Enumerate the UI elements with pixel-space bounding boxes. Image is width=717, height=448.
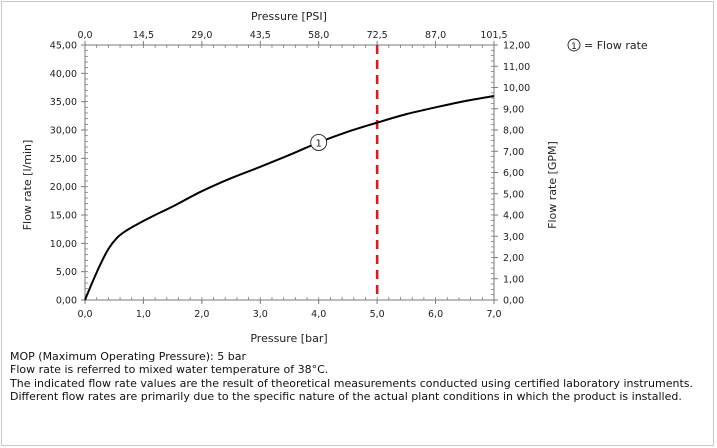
- y-right-tick-label: 7,00: [503, 147, 524, 158]
- note-line: Flow rate is referred to mixed water tem…: [10, 363, 329, 377]
- notes: MOP (Maximum Operating Pressure): 5 bar …: [10, 350, 700, 404]
- x-bottom-tick-label: 4,0: [311, 309, 326, 320]
- x-top-tick-label: 72,5: [367, 30, 388, 41]
- x-bottom-tick-label: 1,0: [136, 309, 151, 320]
- legend-marker-label: 1: [571, 42, 577, 52]
- x-top-tick-label: 58,0: [308, 30, 329, 41]
- y-right-tick-label: 5,00: [503, 189, 524, 200]
- y-left-tick-label: 20,00: [50, 182, 77, 193]
- x-top-tick-label: 29,0: [191, 30, 212, 41]
- y-right-axis-title: Flow rate [GPM]: [546, 141, 559, 229]
- x-bottom-tick-label: 7,0: [486, 309, 501, 320]
- legend-marker: [567, 38, 581, 52]
- x-top-tick-label: 43,5: [250, 30, 271, 41]
- y-right-tick-label: 6,00: [503, 168, 524, 179]
- chart-marks: 1: [84, 45, 495, 301]
- axes: [81, 41, 498, 304]
- y-right-tick-label: 8,00: [503, 126, 524, 137]
- legend: 1 = Flow rate: [567, 38, 648, 52]
- x-top-tick-label: 101,5: [480, 30, 507, 41]
- tick-labels: 0,0 1,0 2,0 3,0 4,0 5,0 6,0 7,0 0,0 14,5 29,0 43,5 5…: [50, 30, 530, 320]
- note-line: The indicated flow rate values are the r…: [10, 376, 694, 390]
- note-line: Different flow rates are primarily due t…: [10, 390, 682, 404]
- y-right-tick-label: 1,00: [503, 274, 524, 285]
- y-left-tick-label: 35,00: [50, 97, 77, 108]
- x-top-tick-label: 14,5: [133, 30, 154, 41]
- legend-text: = Flow rate: [584, 39, 648, 52]
- y-right-tick-label: 12,00: [503, 41, 530, 52]
- y-left-axis-title: Flow rate [l/min]: [21, 140, 34, 231]
- x-bottom-axis-title: Pressure [bar]: [250, 332, 327, 345]
- x-top-tick-label: 87,0: [425, 30, 446, 41]
- y-left-tick-label: 5,00: [56, 267, 77, 278]
- note-line: MOP (Maximum Operating Pressure): 5 bar: [10, 350, 246, 363]
- y-right-tick-label: 0,00: [503, 296, 524, 307]
- y-left-tick-label: 45,00: [50, 41, 77, 52]
- x-bottom-tick-label: 2,0: [194, 309, 209, 320]
- y-left-tick-label: 0,00: [56, 296, 77, 307]
- x-top-axis-title: Pressure [PSI]: [251, 10, 327, 23]
- y-right-tick-label: 9,00: [503, 104, 524, 115]
- x-bottom-tick-label: 3,0: [253, 309, 268, 320]
- series-marker-label: 1: [316, 138, 322, 149]
- y-left-tick-label: 25,00: [50, 154, 77, 165]
- x-top-tick-label: 0,0: [77, 30, 92, 41]
- y-left-tick-label: 30,00: [50, 126, 77, 137]
- y-right-tick-label: 11,00: [503, 62, 530, 73]
- y-left-tick-label: 10,00: [50, 239, 77, 250]
- y-right-tick-label: 2,00: [503, 253, 524, 264]
- series-marker-circle: [310, 134, 328, 151]
- x-bottom-tick-label: 5,0: [370, 309, 385, 320]
- y-right-tick-label: 4,00: [503, 211, 524, 222]
- y-left-tick-label: 15,00: [50, 211, 77, 222]
- y-right-tick-label: 3,00: [503, 232, 524, 243]
- y-right-tick-label: 10,00: [503, 83, 530, 94]
- y-left-tick-label: 40,00: [50, 69, 77, 80]
- x-bottom-tick-label: 0,0: [77, 309, 92, 320]
- flow-rate-series-line: [84, 95, 495, 301]
- x-bottom-tick-label: 6,0: [428, 309, 443, 320]
